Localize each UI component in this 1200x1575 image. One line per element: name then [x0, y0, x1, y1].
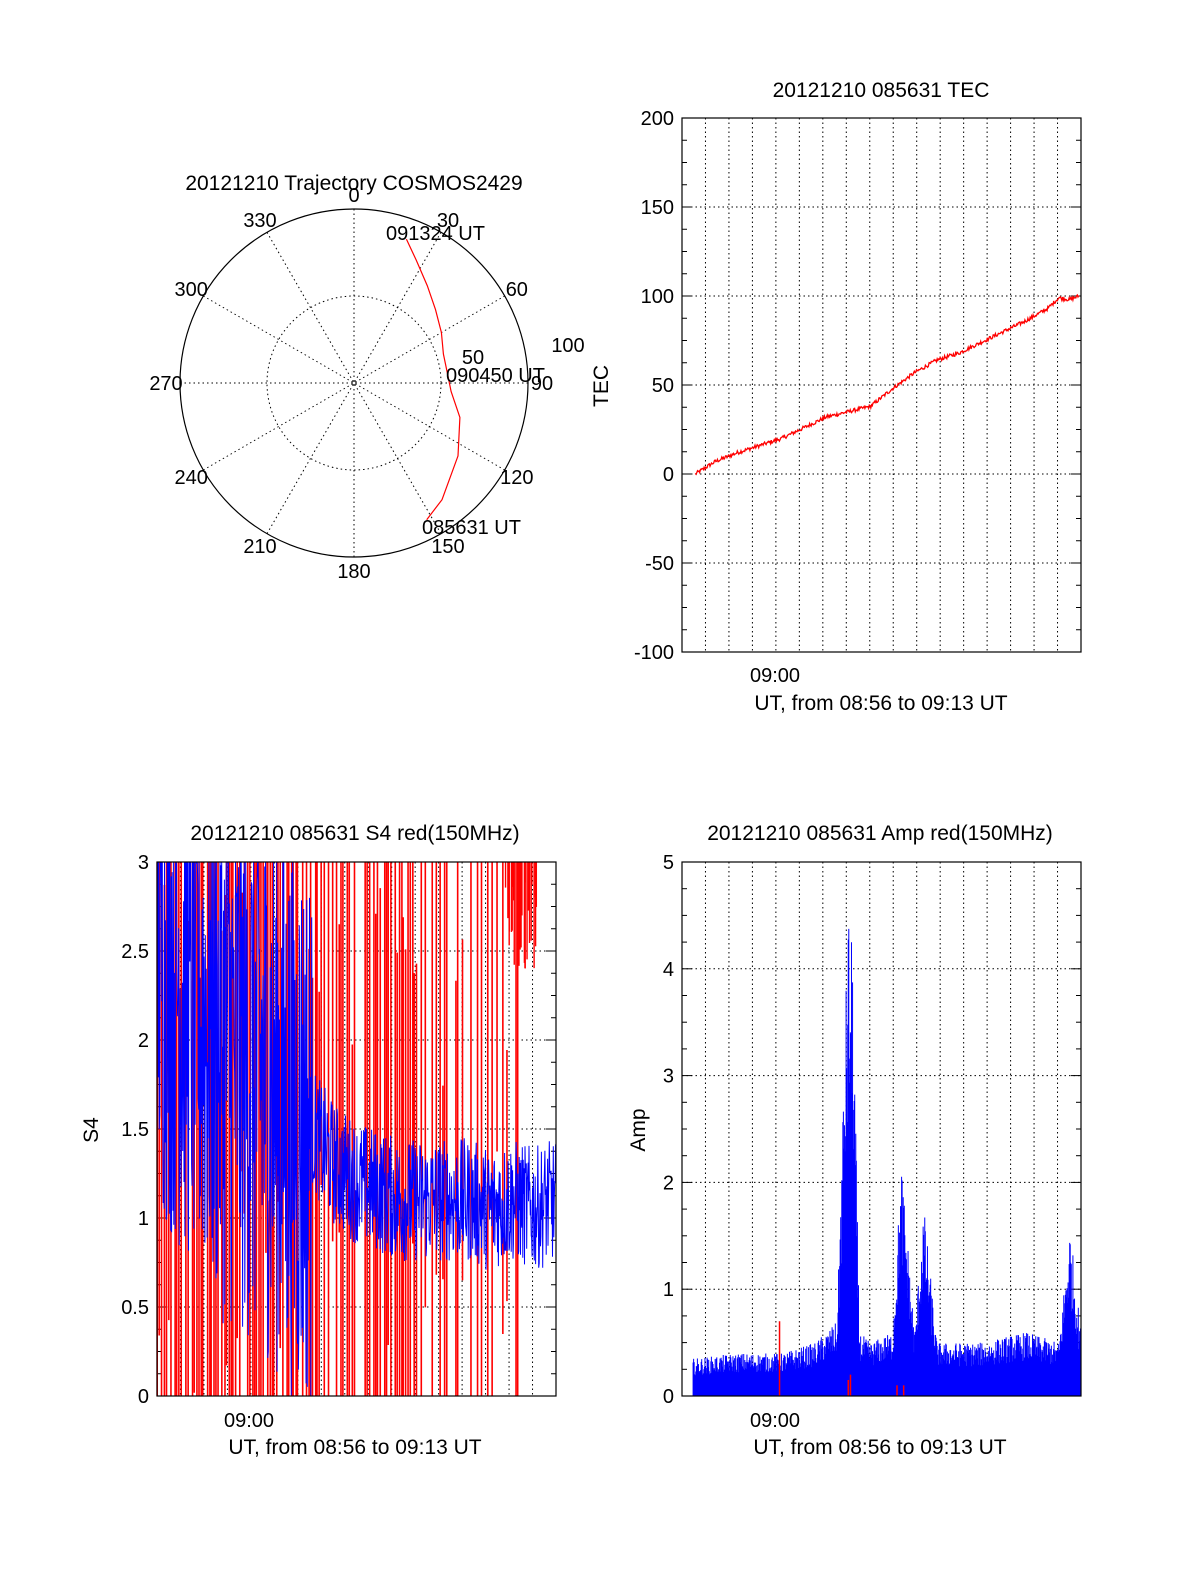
s4-y-axis-label: S4: [80, 1117, 103, 1143]
y-tick-label: 50: [652, 375, 674, 397]
polar-title: 20121210 Trajectory COSMOS2429: [185, 172, 522, 195]
amp-panel: 20121210 085631 Amp red(150MHz) 5 4 3 2 1 0 0…: [627, 822, 1082, 1459]
y-tick-label: 0: [663, 464, 674, 486]
polar-angle-label: 210: [243, 536, 276, 558]
polar-annotation-start: 085631 UT: [422, 517, 521, 539]
s4-x-axis-label: UT, from 08:56 to 09:13 UT: [228, 1436, 481, 1459]
s4-panel: 20121210 085631 S4 red(150MHz) 3 2.5 2 1.5 1…: [80, 822, 557, 1459]
polar-angle-label: 330: [243, 210, 276, 232]
amp-title: 20121210 085631 Amp red(150MHz): [707, 822, 1053, 845]
y-tick-label: 5: [663, 852, 674, 874]
polar-annotation-mid: 090450 UT: [446, 365, 545, 387]
polar-panel: 20121210 Trajectory COSMOS2429 0 30 60 90 12…: [149, 172, 584, 583]
polar-angle-label: 30: [437, 210, 459, 232]
y-tick-label: 2: [663, 1172, 674, 1194]
y-tick-label: 3: [663, 1066, 674, 1088]
polar-angle-label: 60: [506, 279, 528, 301]
polar-radial-tick-50: 50: [462, 347, 484, 369]
polar-angle-label: 240: [174, 467, 207, 489]
y-tick-label: 2.5: [121, 941, 149, 963]
s4-title: 20121210 085631 S4 red(150MHz): [190, 822, 519, 845]
s4-y-tick-labels: 3 2.5 2 1.5 1 0.5 0: [121, 852, 149, 1408]
polar-outer-circle: [179, 208, 529, 558]
polar-angle-label: 90: [531, 373, 553, 395]
y-tick-label: -50: [645, 553, 674, 575]
amp-x-tick-label: 09:00: [750, 1410, 800, 1432]
y-tick-label: 1: [138, 1208, 149, 1230]
tec-series-line: [694, 293, 1080, 476]
polar-angle-label: 0: [348, 185, 359, 207]
y-tick-label: 2: [138, 1030, 149, 1052]
tec-y-axis-label: TEC: [590, 365, 613, 407]
polar-angle-label: 120: [500, 467, 533, 489]
y-tick-label: 100: [641, 286, 674, 308]
tec-x-axis-label: UT, from 08:56 to 09:13 UT: [754, 692, 1007, 715]
amp-y-tick-labels: 5 4 3 2 1 0: [663, 852, 674, 1408]
tec-x-tick-label: 09:00: [750, 665, 800, 687]
tec-title: 20121210 085631 TEC: [773, 79, 990, 102]
y-tick-label: 150: [641, 197, 674, 219]
polar-trajectory-track: [405, 238, 461, 521]
amp-red-marks: [778, 1321, 905, 1396]
polar-radial-tick-100: 100: [551, 335, 584, 357]
tec-plot-frame: [681, 117, 1082, 653]
polar-angle-label: 300: [174, 279, 207, 301]
amp-grid: [682, 861, 1081, 1397]
amp-plot-frame: [681, 861, 1082, 1397]
y-tick-label: 0: [138, 1386, 149, 1408]
s4-blue-series: [157, 861, 557, 1397]
amp-y-axis-label: Amp: [627, 1108, 650, 1151]
y-tick-label: 0.5: [121, 1297, 149, 1319]
y-tick-label: 200: [641, 108, 674, 130]
polar-angle-label: 180: [337, 561, 370, 583]
polar-angle-label: 150: [431, 536, 464, 558]
y-tick-label: 3: [138, 852, 149, 874]
y-tick-label: 1.5: [121, 1119, 149, 1141]
s4-plot-frame: [156, 861, 557, 1397]
amp-x-axis-label: UT, from 08:56 to 09:13 UT: [753, 1436, 1006, 1459]
amp-blue-series: [692, 928, 1082, 1396]
y-tick-label: 1: [663, 1279, 674, 1301]
s4-x-tick-label: 09:00: [224, 1410, 274, 1432]
polar-angle-label: 270: [149, 373, 182, 395]
y-tick-label: 4: [663, 959, 674, 981]
y-tick-label: 0: [663, 1386, 674, 1408]
polar-annotation-end: 091324 UT: [386, 223, 485, 245]
polar-grid: [180, 209, 528, 557]
tec-y-tick-labels: 200 150 100 50 0 -50 -100: [634, 108, 674, 664]
y-tick-label: -100: [634, 642, 674, 664]
tec-panel: 20121210 085631 TEC 200150100500-50-100 …: [590, 79, 1082, 715]
polar-angle-labels: 0 30 60 90 120 150 180 210 240 270 300 330: [149, 185, 553, 583]
tec-grid: [682, 117, 1081, 653]
